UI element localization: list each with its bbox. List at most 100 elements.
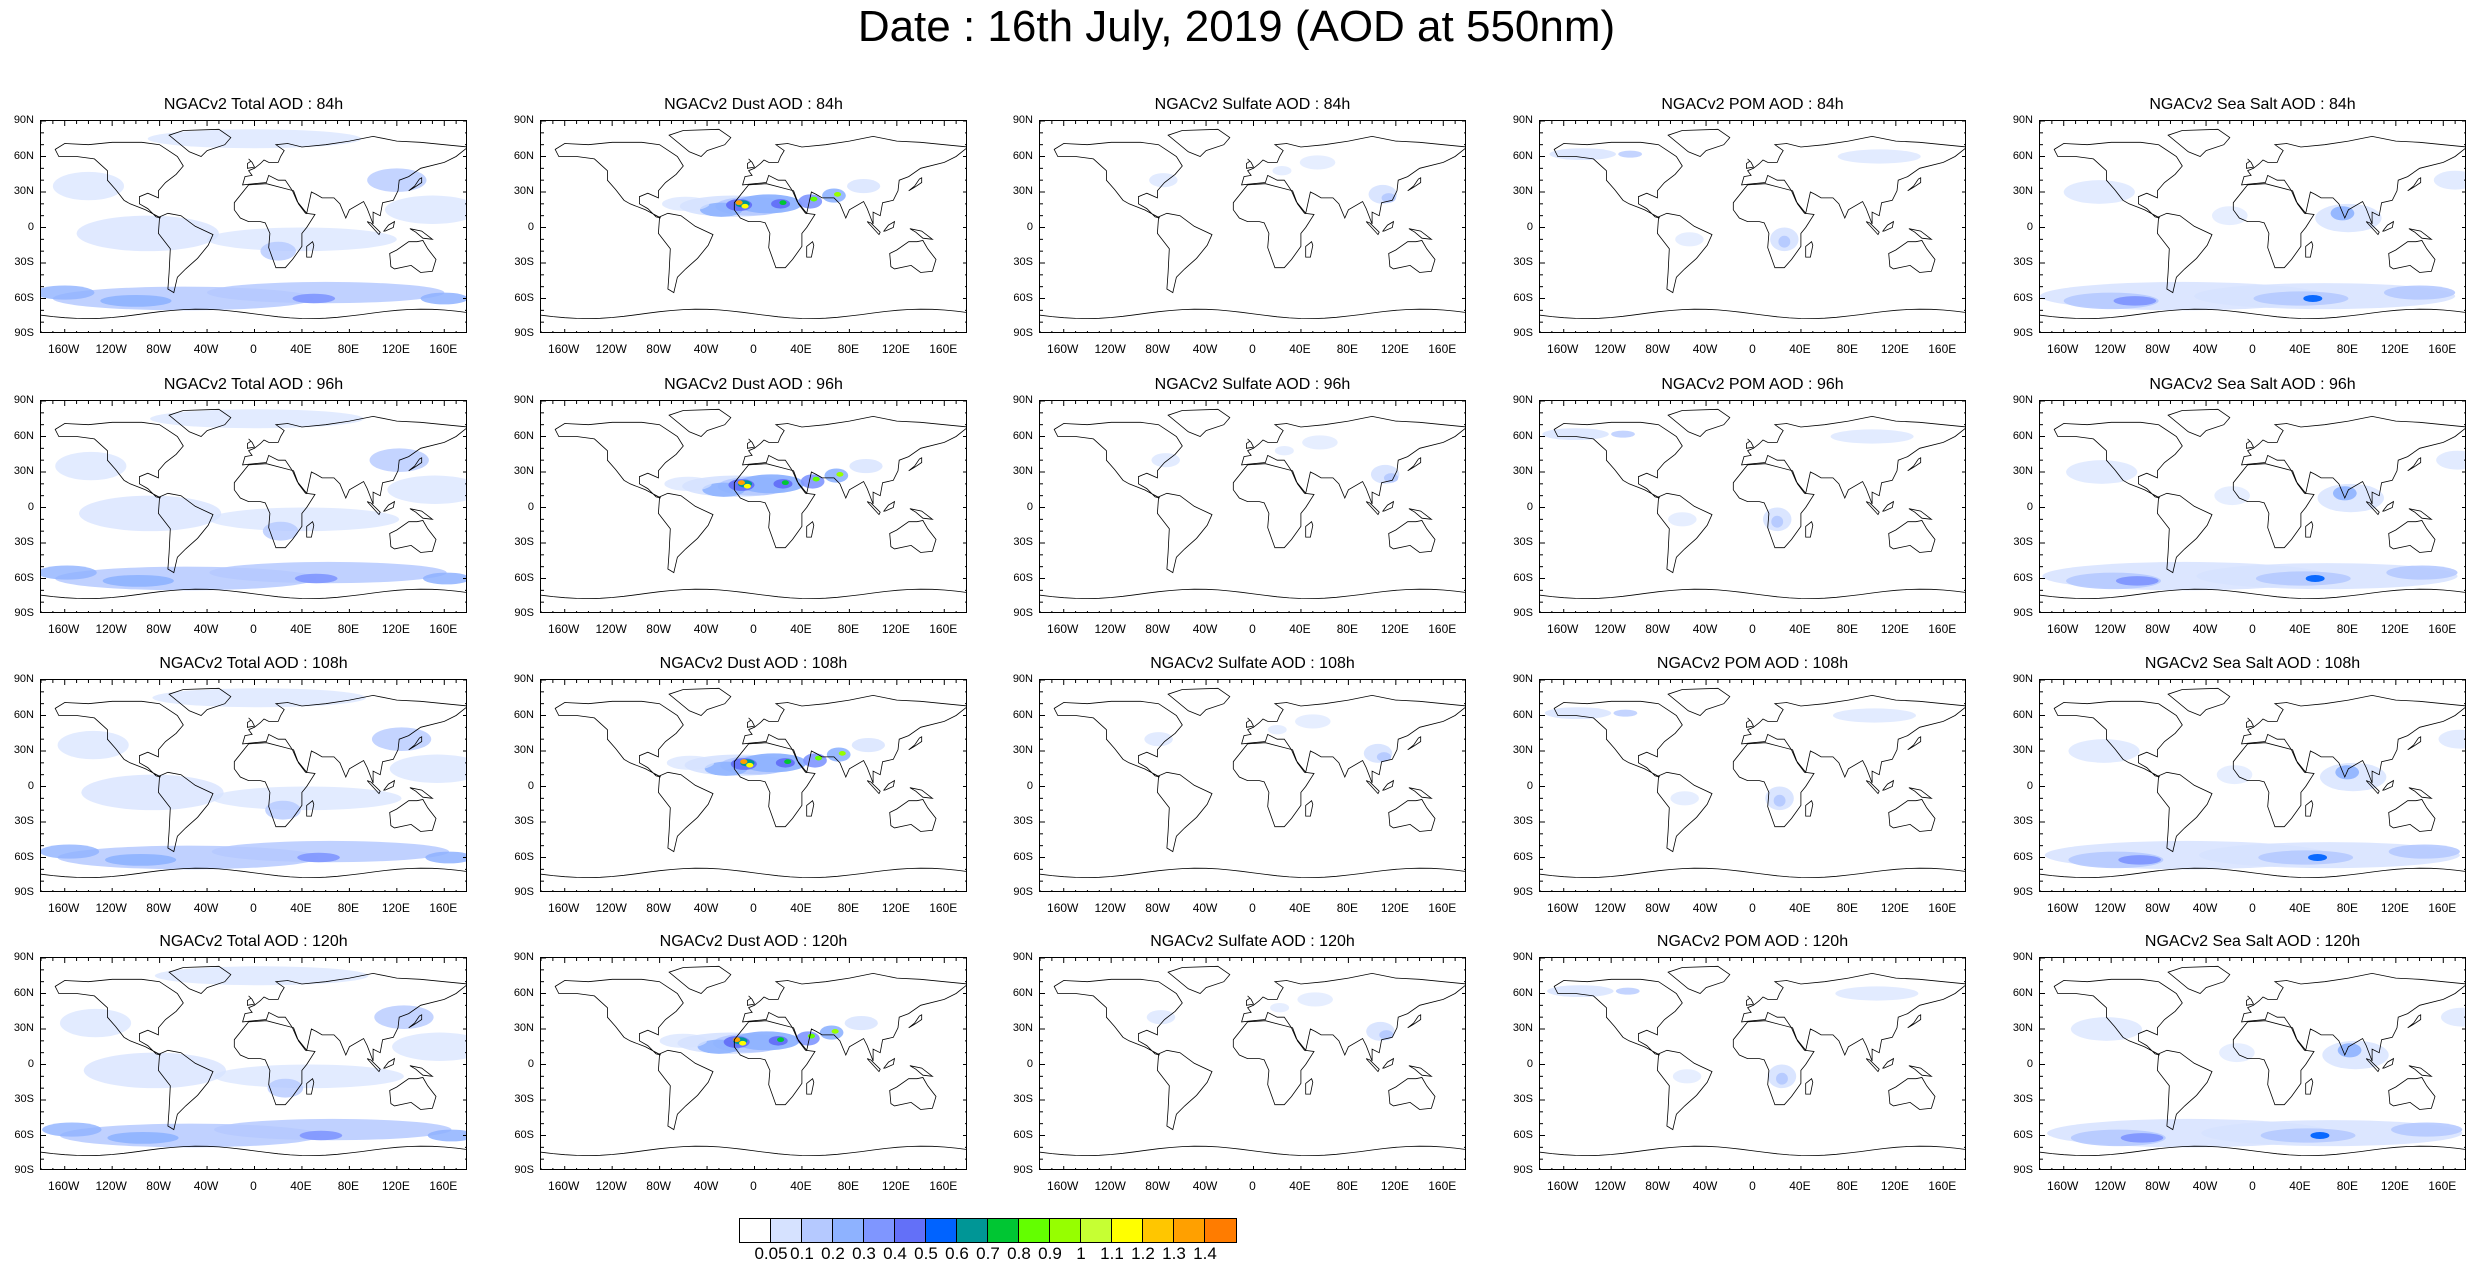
map-panel-pom: NGACv2 POM AOD : 120h 90N 60N 30N 0 30S 60S 90S… bbox=[1513, 933, 1966, 1193]
coastline bbox=[157, 1049, 214, 1131]
lon-tick-label: 80W bbox=[1145, 622, 1170, 636]
coastline bbox=[168, 128, 232, 157]
panel-title: NGACv2 Sulfate AOD : 96h bbox=[1154, 376, 1351, 393]
map-panel-seasalt: NGACv2 Sea Salt AOD : 84h 90N 60N 30N 0 30S 60… bbox=[2013, 96, 2466, 356]
coastline bbox=[1656, 212, 1713, 294]
coastline bbox=[866, 780, 881, 795]
panel-title: NGACv2 POM AOD : 108h bbox=[1656, 655, 1849, 672]
lat-tick-label: 0 bbox=[527, 1057, 534, 1070]
coastline bbox=[1167, 687, 1231, 716]
lon-tick-label: 40E bbox=[290, 1179, 312, 1193]
aod-field bbox=[2120, 1133, 2164, 1143]
lon-tick-label: 0 bbox=[1749, 342, 1756, 356]
aod-field bbox=[2070, 1017, 2143, 1041]
lat-tick-label: 60N bbox=[1512, 149, 1533, 162]
coastline bbox=[733, 1020, 816, 1106]
lon-tick-label: 120W bbox=[95, 342, 127, 356]
aod-field bbox=[425, 851, 466, 864]
aod-field bbox=[666, 755, 715, 770]
aod-field bbox=[152, 688, 366, 708]
coastline bbox=[168, 965, 232, 994]
coastline bbox=[1156, 212, 1213, 294]
aod-field bbox=[147, 129, 362, 149]
aod-field bbox=[1379, 1030, 1394, 1040]
coastline bbox=[233, 1020, 316, 1106]
lat-tick-label: 90S bbox=[1513, 327, 1533, 339]
aod-field bbox=[1295, 714, 1331, 729]
panel-title: NGACv2 Total AOD : 108h bbox=[159, 655, 348, 672]
aod-field bbox=[41, 565, 97, 580]
map-panel-seasalt: NGACv2 Sea Salt AOD : 120h 90N 60N 30N 0 30S 6… bbox=[2013, 933, 2466, 1193]
lat-tick-label: 90S bbox=[14, 607, 34, 619]
coastline bbox=[2232, 463, 2315, 549]
aod-field bbox=[1668, 512, 1697, 527]
coastline bbox=[1167, 965, 1231, 994]
aod-field bbox=[422, 572, 466, 585]
lon-tick-label: 120W bbox=[595, 342, 627, 356]
coastline bbox=[1167, 128, 1231, 157]
coastline bbox=[1908, 1065, 1933, 1077]
lon-tick-label: 160W bbox=[1047, 342, 1079, 356]
aod-field bbox=[1302, 435, 1338, 450]
coastline bbox=[1667, 687, 1731, 716]
lat-tick-label: 90S bbox=[2013, 1164, 2033, 1176]
antarctica-coastline bbox=[1540, 1145, 1965, 1157]
colorbar-label: 0.1 bbox=[790, 1244, 814, 1263]
aod-field bbox=[1149, 173, 1178, 188]
colorbar-swatch bbox=[1174, 1219, 1205, 1242]
lat-tick-label: 30N bbox=[2012, 465, 2033, 477]
aod-field bbox=[1297, 992, 1333, 1007]
map-panel-sulfate: NGACv2 Sulfate AOD : 84h 90N 60N 30N 0 30S 60S… bbox=[1013, 96, 1466, 356]
coastline bbox=[1865, 221, 1880, 236]
lon-tick-label: 80W bbox=[146, 1179, 171, 1193]
lon-tick-label: 40W bbox=[1692, 901, 1718, 915]
lon-tick-label: 120E bbox=[881, 1179, 910, 1193]
coastline bbox=[2167, 408, 2231, 437]
lon-tick-label: 120E bbox=[2380, 622, 2409, 636]
lat-tick-label: 60S bbox=[14, 291, 34, 304]
lat-tick-label: 90N bbox=[1512, 951, 1533, 963]
coastline bbox=[1156, 492, 1213, 574]
colorbar-swatch bbox=[1143, 1219, 1174, 1242]
aod-field bbox=[2216, 765, 2253, 785]
aod-field bbox=[214, 1064, 404, 1089]
lat-tick-label: 30N bbox=[1512, 1022, 1533, 1034]
lon-tick-label: 120W bbox=[595, 622, 627, 636]
aod-field bbox=[389, 754, 466, 783]
lat-tick-label: 30S bbox=[514, 256, 534, 268]
lat-tick-label: 90N bbox=[13, 951, 34, 963]
lon-tick-label: 160W bbox=[548, 1179, 580, 1193]
coastline bbox=[1381, 220, 1395, 232]
coastline bbox=[242, 972, 466, 1062]
lat-tick-label: 60N bbox=[13, 429, 34, 442]
aod-field bbox=[41, 844, 100, 859]
lat-tick-label: 30S bbox=[514, 815, 534, 827]
lon-tick-label: 120E bbox=[881, 901, 910, 915]
aod-field bbox=[1613, 709, 1638, 717]
lat-tick-label: 0 bbox=[27, 500, 34, 513]
coastline bbox=[2365, 221, 2380, 236]
panel-title: NGACv2 POM AOD : 84h bbox=[1661, 96, 1844, 113]
coastline bbox=[2232, 1020, 2315, 1106]
aod-field bbox=[1547, 985, 1614, 998]
world-map bbox=[1539, 400, 1966, 613]
lat-tick-label: 0 bbox=[2026, 220, 2033, 233]
lat-tick-label: 0 bbox=[527, 779, 534, 792]
lon-tick-label: 40E bbox=[290, 622, 312, 636]
lat-tick-label: 30S bbox=[1013, 1093, 1033, 1105]
coastline bbox=[733, 463, 816, 549]
aod-field bbox=[1151, 453, 1180, 468]
lon-tick-label: 40W bbox=[693, 342, 719, 356]
coastline bbox=[1908, 508, 1933, 520]
aod-field bbox=[803, 753, 827, 768]
lon-tick-label: 40E bbox=[1289, 622, 1311, 636]
coastline bbox=[1388, 799, 1436, 832]
aod-field bbox=[2258, 850, 2354, 865]
lat-tick-label: 60N bbox=[1512, 429, 1533, 442]
lon-tick-label: 40W bbox=[2192, 1179, 2218, 1193]
lon-tick-label: 80E bbox=[337, 901, 360, 915]
aod-field bbox=[733, 1031, 800, 1051]
coastline bbox=[2053, 421, 2183, 499]
coastline bbox=[157, 771, 214, 853]
coastline bbox=[366, 780, 381, 795]
